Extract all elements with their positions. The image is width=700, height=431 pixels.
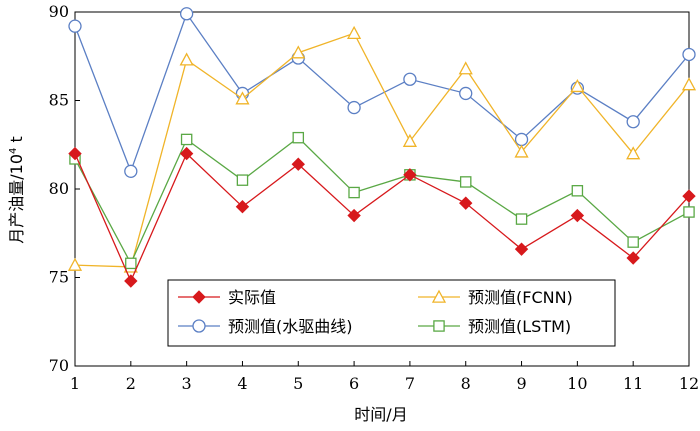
x-tick-label: 12 <box>679 374 699 393</box>
data-point-square <box>236 174 249 186</box>
data-point-square <box>125 257 137 270</box>
series-line <box>74 32 690 268</box>
legend: 实际值 预测值(FCNN) 预测值(水驱曲线) 预测值(LSTM) <box>167 279 616 347</box>
legend-label: 实际值 <box>228 288 276 307</box>
data-point-diamond <box>403 168 417 182</box>
x-tick-label: 6 <box>349 374 359 393</box>
data-point-square <box>180 133 193 146</box>
x-tick-label: 7 <box>405 374 415 393</box>
data-point-circle <box>682 47 696 62</box>
data-point-diamond <box>682 189 696 203</box>
data-point-triangle <box>402 133 417 147</box>
data-point-diamond <box>235 199 250 214</box>
legend-label: 预测值(水驱曲线) <box>228 317 353 336</box>
data-point-triangle <box>67 257 83 271</box>
data-point-triangle <box>681 77 697 91</box>
x-tick-label: 9 <box>516 374 526 393</box>
data-point-circle <box>347 100 361 115</box>
data-point-square <box>515 213 528 225</box>
y-axis-title-main: 月产油量/10 <box>7 154 26 244</box>
y-axis-title: 月产油量/104 t <box>7 136 26 244</box>
data-point-triangle <box>570 78 585 93</box>
legend-entry: 预测值(水驱曲线) <box>178 317 353 336</box>
x-tick-label: 5 <box>293 374 303 393</box>
data-point-triangle <box>235 91 250 105</box>
legend-marker-triangle <box>431 289 447 303</box>
data-point-triangle <box>626 146 641 160</box>
data-point-square <box>627 236 639 248</box>
data-point-circle <box>124 164 138 178</box>
data-point-triangle <box>347 25 362 39</box>
legend-entry: 实际值 <box>178 288 276 307</box>
data-point-diamond <box>179 146 194 161</box>
data-point-circle <box>68 19 82 33</box>
y-tick-label: 85 <box>49 91 69 110</box>
data-point-circle <box>179 7 194 21</box>
y-tick-label: 70 <box>49 356 69 375</box>
legend-label: 预测值(LSTM) <box>468 317 571 336</box>
data-point-diamond <box>626 251 640 265</box>
series-triangle <box>67 25 697 273</box>
x-tick-label: 3 <box>182 374 192 393</box>
data-point-diamond <box>570 208 585 223</box>
series-diamond <box>68 146 696 288</box>
y-axis-title-unit: t <box>7 136 26 147</box>
series-line <box>74 152 690 283</box>
data-point-diamond <box>124 274 138 288</box>
series-line <box>74 12 690 174</box>
x-tick-label: 10 <box>567 374 587 393</box>
y-tick-label: 90 <box>49 2 69 21</box>
y-axis-title-sup: 4 <box>8 148 19 154</box>
data-point-square <box>459 176 472 188</box>
x-tick-label: 4 <box>237 374 247 393</box>
x-axis-title: 时间/月 <box>354 405 407 424</box>
data-point-triangle <box>458 61 473 75</box>
data-point-diamond <box>68 146 82 161</box>
x-tick-label: 2 <box>126 374 136 393</box>
series-layer <box>67 7 697 288</box>
data-point-diamond <box>347 208 361 223</box>
x-tick-label: 11 <box>623 374 643 393</box>
legend-entry: 预测值(FCNN) <box>418 288 573 307</box>
data-point-triangle <box>291 45 306 59</box>
x-tick-label: 8 <box>461 374 471 393</box>
series-square <box>69 131 695 270</box>
data-point-triangle <box>179 52 194 66</box>
data-point-diamond <box>514 242 529 256</box>
data-point-diamond <box>291 157 305 171</box>
data-point-square <box>571 185 584 197</box>
x-tick-label: 1 <box>70 374 80 393</box>
data-point-square <box>292 131 305 144</box>
data-point-triangle <box>514 144 529 158</box>
data-point-circle <box>626 115 640 129</box>
legend-entry: 预测值(LSTM) <box>418 317 571 336</box>
legend-marker-square <box>433 320 445 332</box>
series-circle <box>68 7 696 178</box>
legend-label: 预测值(FCNN) <box>468 288 573 307</box>
data-point-circle <box>514 132 529 147</box>
legend-marker-circle <box>192 319 206 333</box>
y-tick-label: 80 <box>49 179 69 198</box>
data-point-square <box>683 206 695 218</box>
legend-box <box>167 279 616 347</box>
data-point-square <box>348 186 360 199</box>
series-line <box>74 136 690 265</box>
data-point-circle <box>459 86 473 101</box>
data-point-circle <box>403 72 417 86</box>
data-point-diamond <box>459 196 473 210</box>
y-tick-label: 75 <box>49 268 69 287</box>
legend-marker-diamond <box>192 290 206 304</box>
